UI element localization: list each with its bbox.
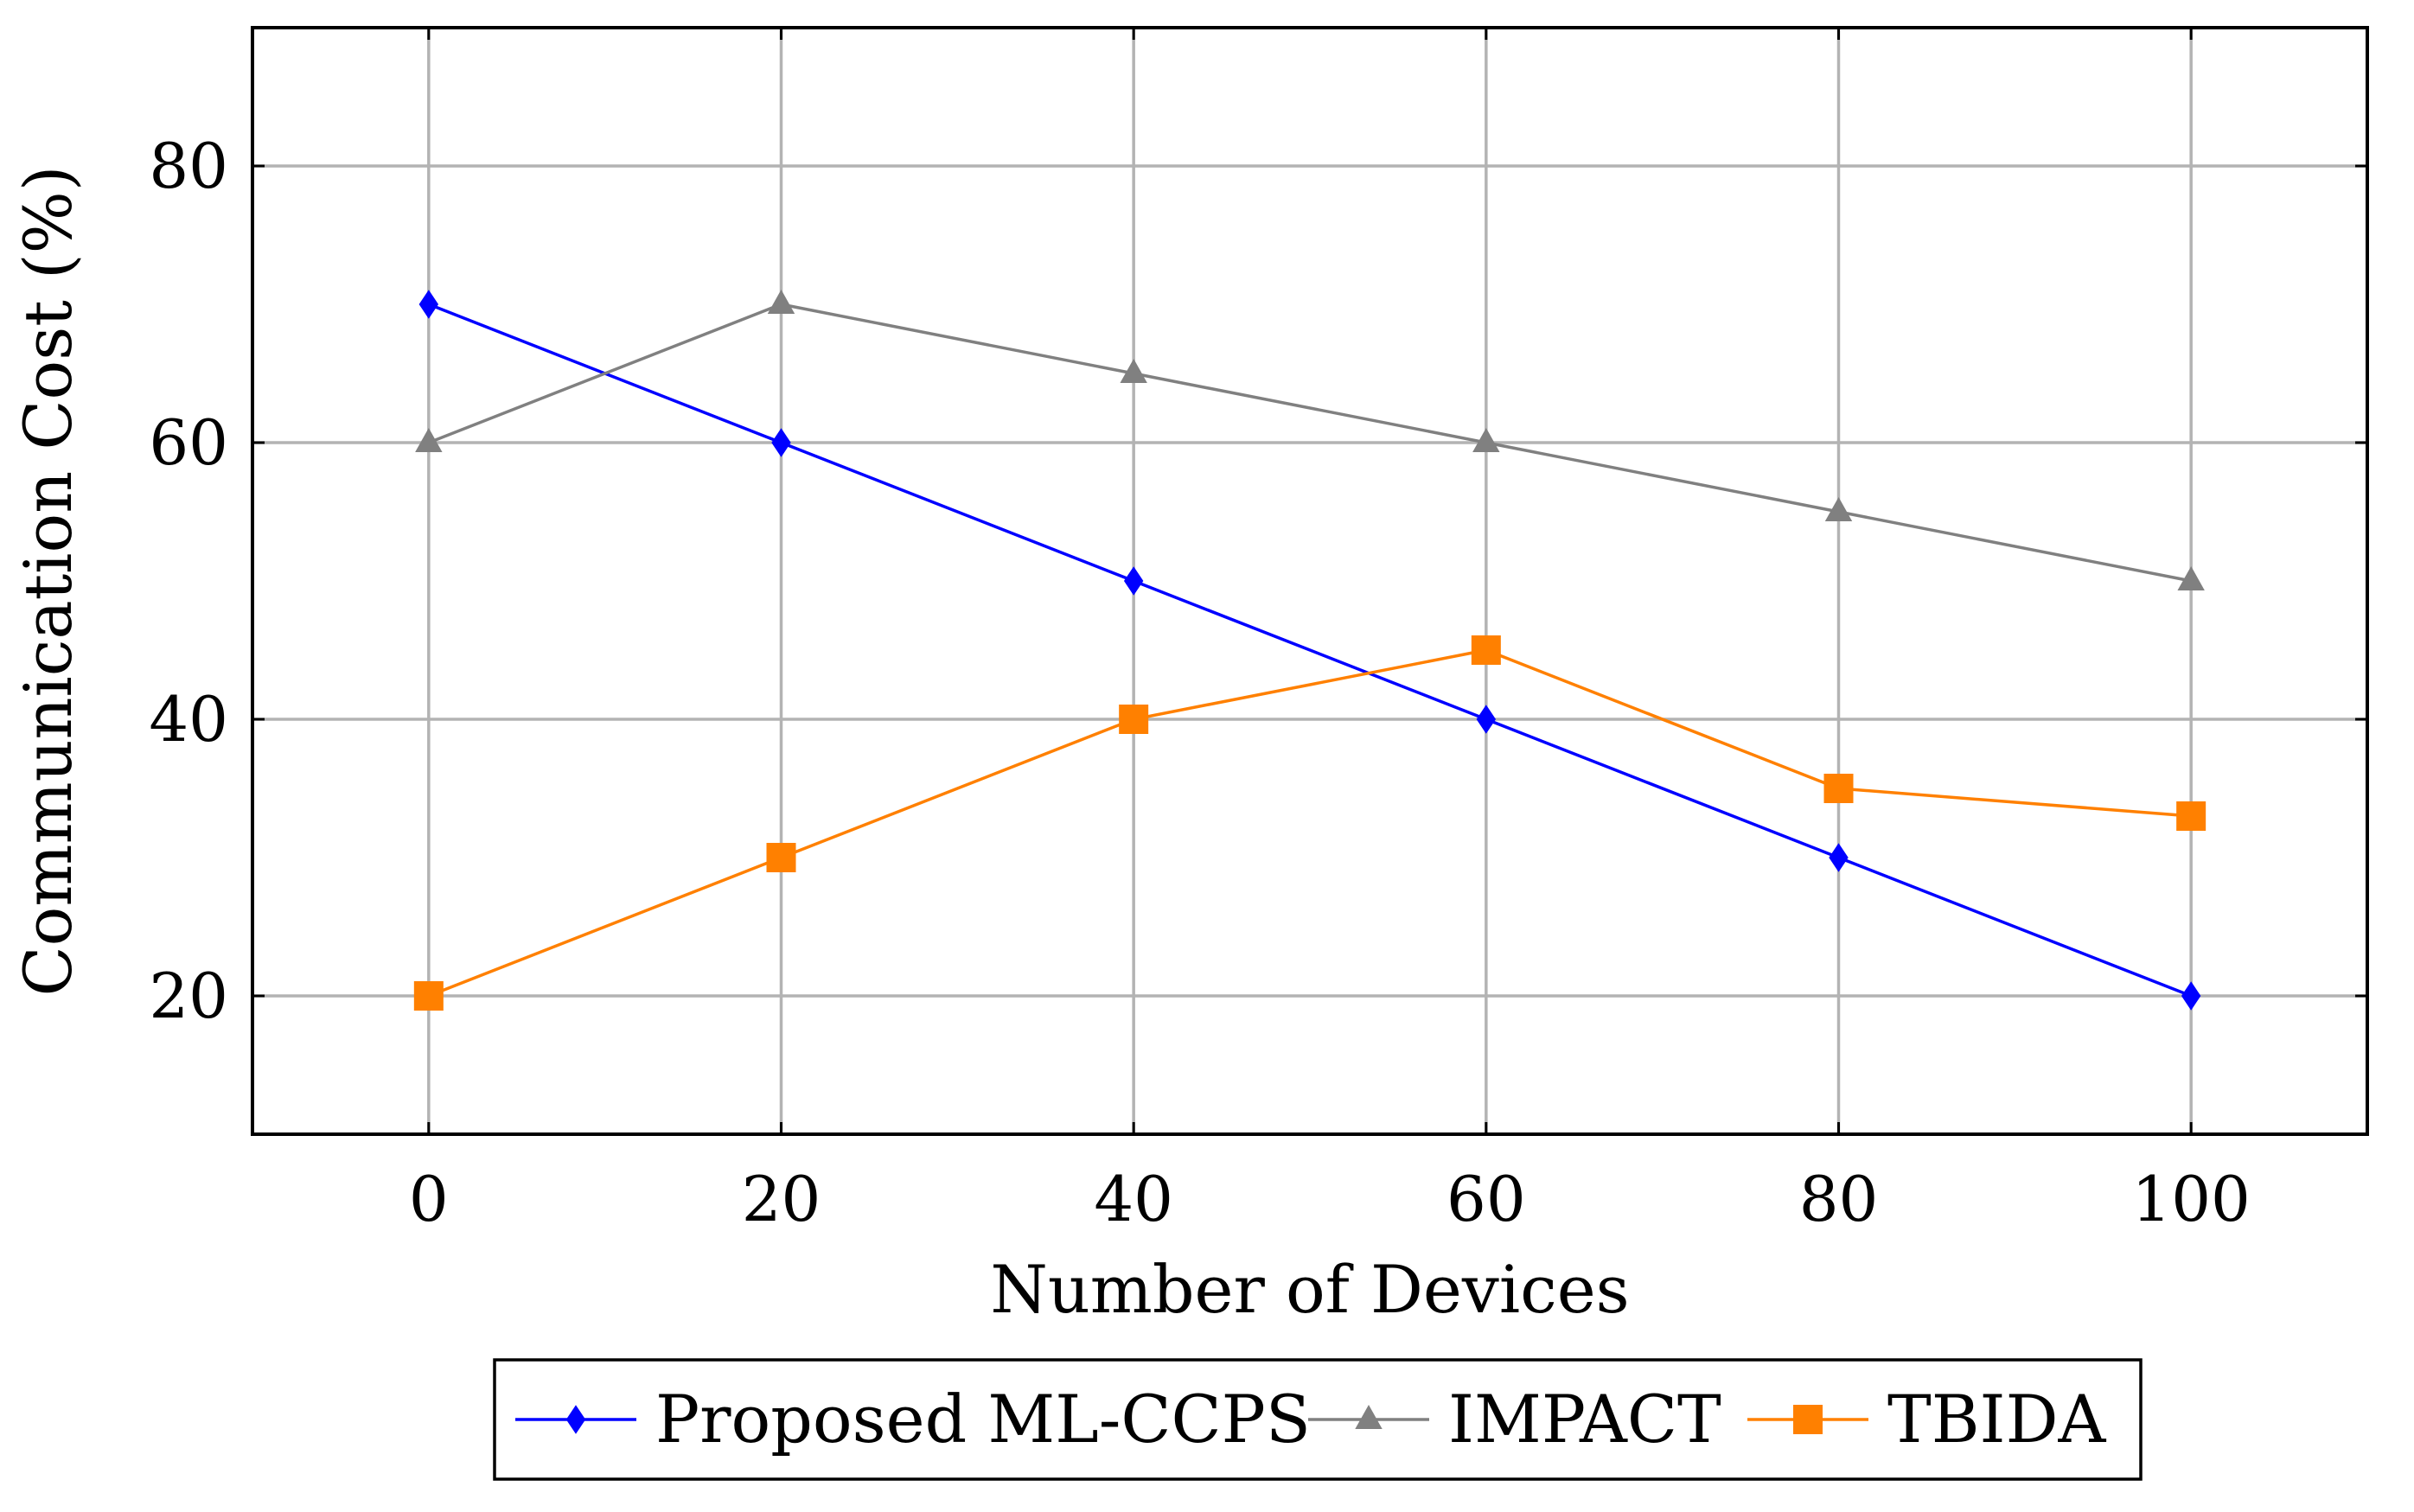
data-point bbox=[1476, 705, 1497, 734]
data-point bbox=[415, 427, 443, 452]
legend-label: TBIDA bbox=[1887, 1381, 2106, 1458]
legend-item: Proposed ML-CCPS bbox=[515, 1381, 1311, 1458]
y-tick-label: 40 bbox=[149, 683, 228, 756]
data-point bbox=[2176, 801, 2206, 831]
data-point bbox=[1823, 774, 1854, 803]
legend-label: Proposed ML-CCPS bbox=[655, 1381, 1311, 1458]
data-point bbox=[1472, 427, 1500, 452]
data-point bbox=[767, 289, 795, 314]
series-line bbox=[428, 303, 2192, 583]
legend: Proposed ML-CCPS IMPACT TBIDA bbox=[493, 1358, 2143, 1481]
legend-item: IMPACT bbox=[1308, 1381, 1721, 1458]
y-tick-label: 20 bbox=[149, 960, 228, 1032]
data-point bbox=[1119, 705, 1149, 734]
data-point bbox=[766, 843, 796, 872]
series-impact bbox=[415, 289, 2205, 590]
tick-labels: 0 20 40 60 80 100 20 40 60 80 bbox=[149, 28, 2367, 1235]
x-axis-label: Number of Devices bbox=[990, 1251, 1629, 1328]
x-tick-label: 0 bbox=[409, 1163, 449, 1235]
legend-marker bbox=[1355, 1404, 1383, 1429]
series-proposed-ml-ccps bbox=[418, 290, 2201, 1011]
legend-item: TBIDA bbox=[1747, 1381, 2106, 1458]
x-tick-label: 60 bbox=[1446, 1163, 1526, 1235]
x-tick-label: 40 bbox=[1094, 1163, 1173, 1235]
y-axis-label: Communication Cost (%) bbox=[10, 166, 86, 997]
y-tick-label: 80 bbox=[149, 130, 228, 202]
series-layer bbox=[413, 289, 2206, 1011]
data-point bbox=[1824, 496, 1853, 521]
data-point bbox=[413, 981, 444, 1011]
x-tick-label: 100 bbox=[2131, 1163, 2250, 1235]
y-tick-label: 60 bbox=[149, 406, 228, 479]
x-tick-label: 80 bbox=[1799, 1163, 1879, 1235]
data-point bbox=[1829, 843, 1849, 872]
x-tick-label: 20 bbox=[742, 1163, 821, 1235]
data-point bbox=[418, 290, 439, 319]
data-point bbox=[1123, 566, 1144, 596]
legend-label: IMPACT bbox=[1448, 1381, 1721, 1458]
data-point bbox=[1471, 635, 1501, 665]
data-point bbox=[771, 428, 791, 457]
series-line bbox=[428, 303, 2192, 998]
data-point bbox=[2181, 981, 2201, 1011]
legend-marker bbox=[565, 1405, 586, 1434]
grid bbox=[252, 28, 2367, 1134]
series-tbida bbox=[413, 635, 2206, 1011]
plot-frame bbox=[251, 26, 2369, 1136]
data-point bbox=[2177, 565, 2205, 590]
series-line bbox=[428, 648, 2192, 998]
data-point bbox=[1120, 358, 1147, 383]
legend-marker bbox=[1793, 1405, 1823, 1434]
